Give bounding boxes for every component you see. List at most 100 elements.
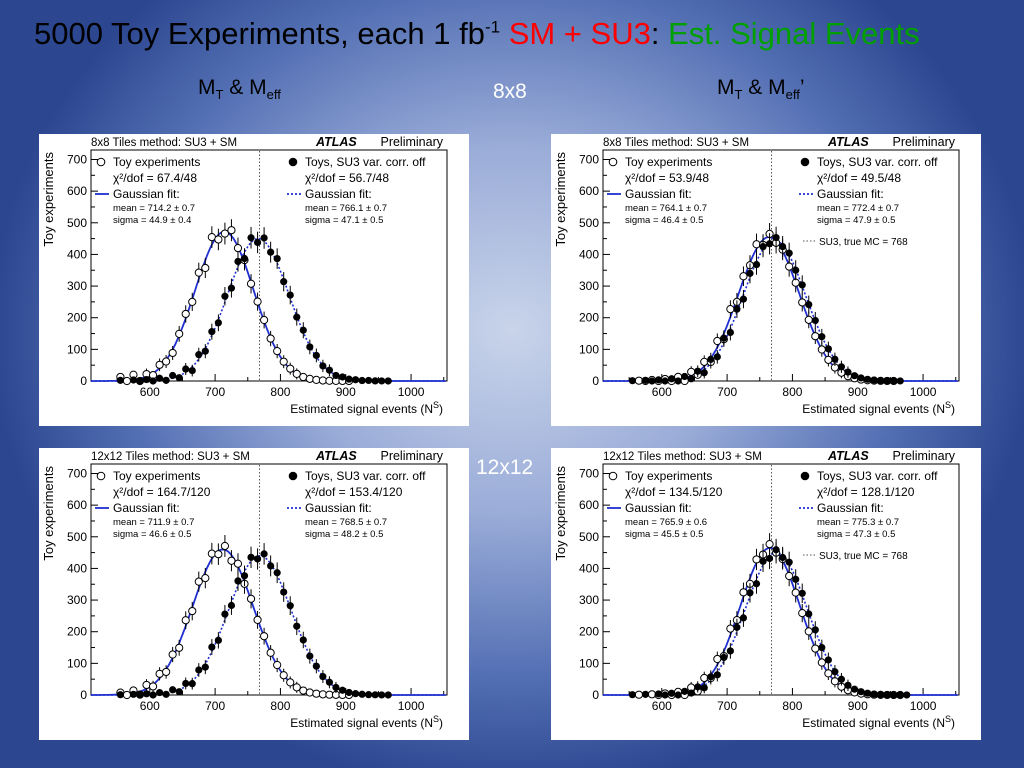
data-point-su3 [345,375,353,383]
data-point-su3 [903,691,911,699]
data-point-su3 [169,686,177,694]
x-axis-label: Estimated signal events (NS) [802,400,955,416]
data-point-su3 [260,550,268,558]
data-point-su3 [273,569,281,577]
slide-title: 5000 Toy Experiments, each 1 fb-1 SM + S… [34,16,920,52]
x-axis-label: Estimated signal events (NS) [802,714,955,730]
y-tick-label: 600 [579,498,599,512]
data-point-su3 [351,690,360,698]
title-green: Est. Signal Events [668,16,920,51]
legend-marker-open [96,471,106,481]
data-point-su3 [286,291,294,299]
data-point-su3 [195,666,203,674]
data-point-su3 [175,688,183,696]
data-point-toy [260,632,269,641]
data-point-su3 [713,671,721,679]
data-point-su3 [765,240,774,248]
data-point-toy [266,648,275,657]
x-tick-label: 600 [652,385,672,399]
y-axis-label: Toy experiments [553,152,568,247]
data-point-toy [817,658,826,667]
data-point-su3 [877,376,885,385]
legend-mean: mean = 711.9 ± 0.7 [113,517,194,528]
legend-ref-label: SU3, true MC = 768 [819,237,908,248]
data-point-su3 [857,374,865,382]
legend-fit-label: Gaussian fit: [817,501,884,515]
plot-frame [602,463,960,696]
data-point-su3 [811,626,819,634]
atlas-note: Preliminary [892,449,955,463]
data-point-su3 [739,614,748,622]
y-tick-label: 300 [579,593,599,607]
data-point-toy [273,660,282,670]
data-point-toy [253,297,262,306]
data-point-su3 [358,690,366,698]
legend-chi2: χ²/dof = 56.7/48 [305,171,389,185]
y-axis-label: Toy experiments [553,466,568,561]
data-point-su3 [116,376,124,384]
data-point-su3 [247,553,255,561]
data-point-su3 [746,269,754,277]
data-point-su3 [162,376,170,384]
fit-curve-su3 [603,239,958,382]
y-tick-label: 200 [67,311,87,325]
data-point-su3 [785,249,793,257]
data-point-su3 [129,376,138,384]
data-point-su3 [201,347,209,355]
data-point-toy [181,309,190,319]
data-point-su3 [863,375,872,383]
data-point-su3 [837,363,846,371]
x-axis-label: Estimated signal events (NS) [290,714,443,730]
legend-sigma: sigma = 46.6 ± 0.5 [113,529,191,540]
y-tick-label: 500 [579,530,599,544]
x-tick-label: 900 [848,385,868,399]
data-point-toy [122,690,132,700]
data-point-su3 [155,374,164,382]
x-tick-label: 600 [140,699,160,713]
data-point-toy [305,374,314,383]
data-point-su3 [831,668,839,676]
data-point-su3 [129,690,138,698]
data-point-su3 [759,557,767,565]
x-tick-label: 800 [270,385,290,399]
data-point-toy [214,235,223,244]
data-point-su3 [779,242,787,251]
data-point-su3 [765,554,774,563]
data-point-toy [798,298,807,307]
data-point-su3 [227,601,236,610]
data-point-su3 [201,663,209,671]
data-point-toy [246,279,256,288]
data-point-su3 [267,248,275,256]
y-tick-label: 400 [67,561,87,575]
x-tick-label: 1000 [910,699,937,713]
data-point-su3 [345,688,353,697]
data-point-su3 [863,689,872,697]
legend-fit-label: Gaussian fit: [305,501,372,515]
chart-8x8-left: 0 100 200 300 400 500 600 700 600 700 800 900 1000Es… [41,135,448,416]
x-tick-label: 900 [336,699,356,713]
data-point-su3 [654,376,663,384]
legend-chi2: χ²/dof = 67.4/48 [113,171,197,185]
legend-mean: mean = 775.3 ± 0.7 [817,517,899,528]
data-point-su3 [772,546,780,554]
legend-sigma: sigma = 46.4 ± 0.5 [625,215,703,226]
data-point-su3 [687,375,695,383]
fit-curve-su3 [603,551,958,696]
legend-mean: mean = 768.5 ± 0.7 [305,517,387,528]
x-tick-label: 700 [717,385,737,399]
legend-marker-open [96,157,106,167]
y-tick-label: 300 [67,279,87,293]
data-point-su3 [325,678,334,686]
legend-chi2: χ²/dof = 53.9/48 [625,171,709,185]
data-point-su3 [811,316,819,325]
row-label-12x12: 12x12 [476,456,534,479]
data-point-su3 [175,374,183,382]
legend-chi2: χ²/dof = 134.5/120 [625,485,723,499]
legend-mean: mean = 766.1 ± 0.7 [305,203,387,214]
legend-marker-label: Toy experiments [625,469,712,483]
data-point-toy [201,574,210,583]
legend-fit-label: Gaussian fit: [113,501,180,515]
data-point-toy [253,615,262,624]
data-point-su3 [824,656,832,664]
data-point-toy [246,594,256,603]
